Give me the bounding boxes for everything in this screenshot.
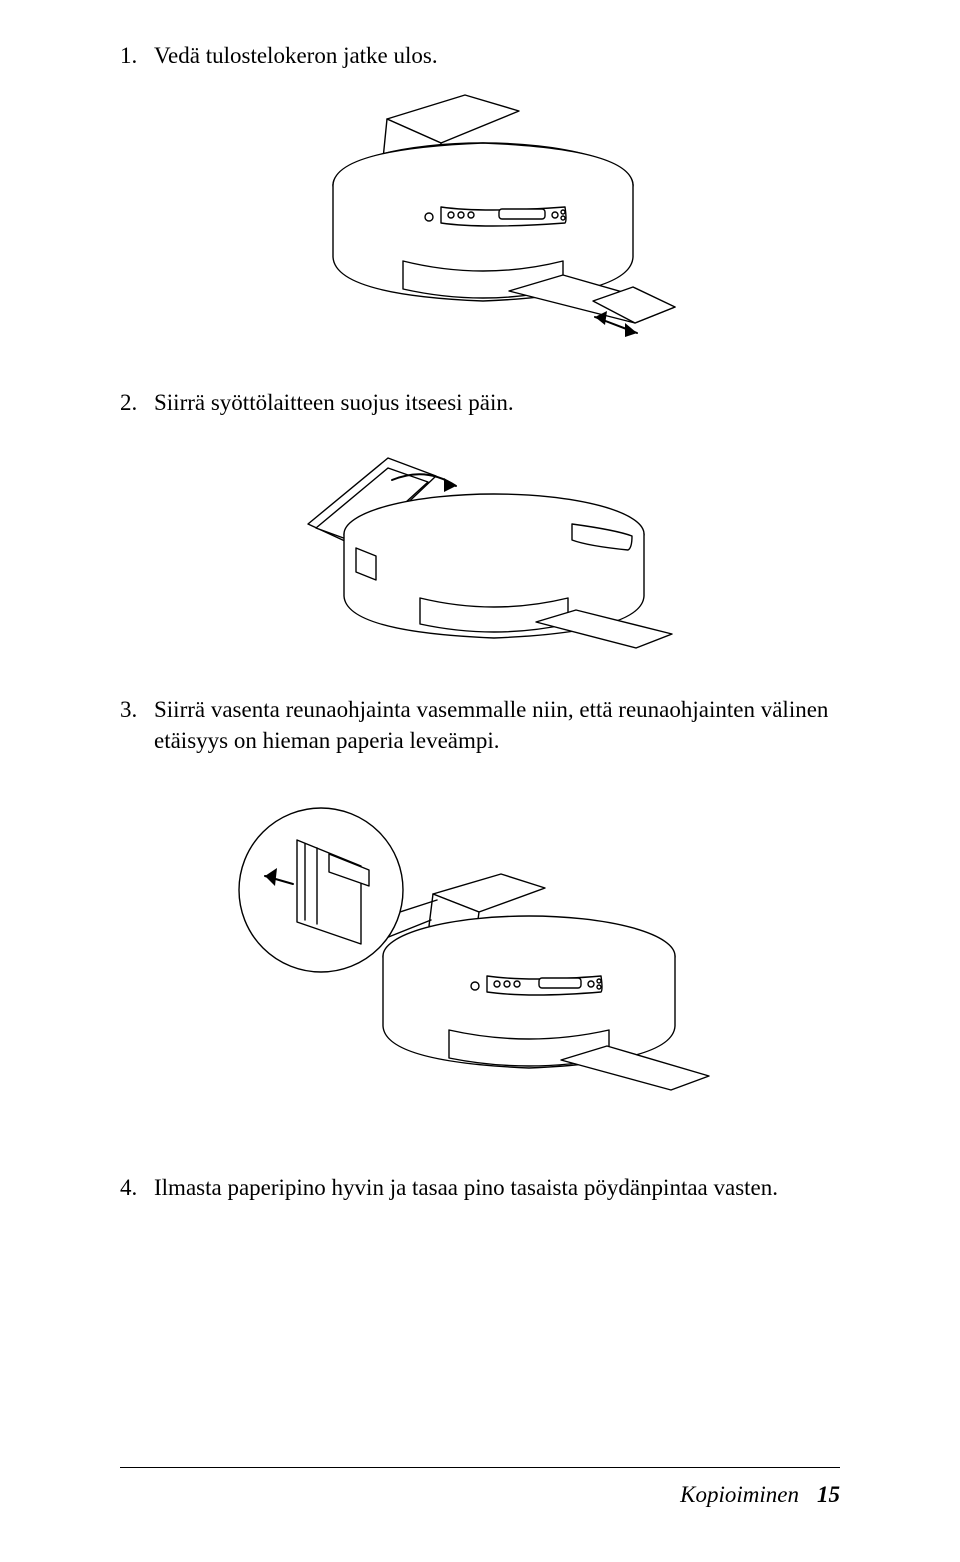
step-1-number: 1. bbox=[120, 40, 154, 71]
step-2: 2. Siirrä syöttölaitteen suojus itseesi … bbox=[120, 387, 840, 418]
step-1: 1. Vedä tulostelokeron jatke ulos. bbox=[120, 40, 840, 71]
step-4: 4. Ilmasta paperipino hyvin ja tasaa pin… bbox=[120, 1172, 840, 1203]
step-3-number: 3. bbox=[120, 694, 154, 725]
step-2-text: Siirrä syöttölaitteen suojus itseesi päi… bbox=[154, 387, 840, 418]
page-footer: Kopioiminen 15 bbox=[120, 1467, 840, 1508]
footer-row: Kopioiminen 15 bbox=[120, 1482, 840, 1508]
step-3-text: Siirrä vasenta reunaohjainta vasemmalle … bbox=[154, 694, 840, 756]
footer-rule bbox=[120, 1467, 840, 1468]
step-4-number: 4. bbox=[120, 1172, 154, 1203]
step-1-text: Vedä tulostelokeron jatke ulos. bbox=[154, 40, 840, 71]
printer-edge-guide-icon bbox=[235, 774, 725, 1144]
footer-page-number: 15 bbox=[817, 1482, 840, 1508]
step-2-number: 2. bbox=[120, 387, 154, 418]
step-3: 3. Siirrä vasenta reunaohjainta vasemmal… bbox=[120, 694, 840, 756]
illustration-1 bbox=[120, 89, 840, 359]
page: 1. Vedä tulostelokeron jatke ulos. bbox=[0, 0, 960, 1562]
illustration-3 bbox=[120, 774, 840, 1144]
step-4-text: Ilmasta paperipino hyvin ja tasaa pino t… bbox=[154, 1172, 840, 1203]
footer-section-title: Kopioiminen bbox=[680, 1482, 799, 1508]
printer-tray-icon bbox=[265, 89, 695, 359]
printer-lid-icon bbox=[280, 436, 680, 666]
illustration-2 bbox=[120, 436, 840, 666]
